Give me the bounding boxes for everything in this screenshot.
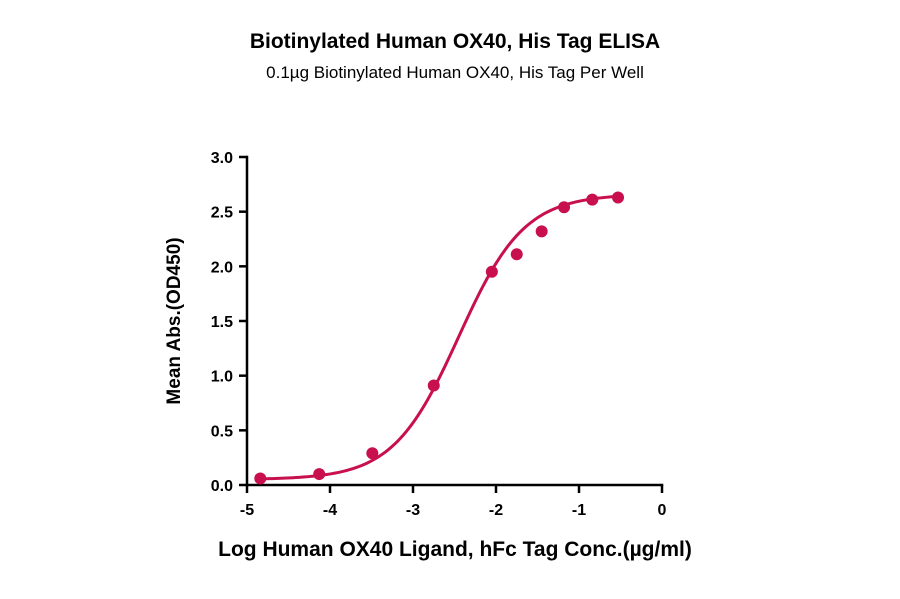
y-axis-label: Mean Abs.(OD450) <box>164 237 185 404</box>
x-tick-label: -1 <box>572 502 586 519</box>
y-tick-label: 1.0 <box>211 369 233 386</box>
data-point <box>558 201 571 214</box>
data-point <box>254 472 267 485</box>
x-tick-label: 0 <box>658 502 667 519</box>
data-point <box>313 468 326 481</box>
data-point <box>427 379 440 392</box>
y-tick-label: 2.0 <box>211 259 233 276</box>
x-axis-label: Log Human OX40 Ligand, hFc Tag Conc.(µg/… <box>218 538 692 561</box>
y-tick-label: 0.5 <box>211 423 233 440</box>
x-tick-label: -3 <box>406 502 420 519</box>
x-tick-label: -2 <box>489 502 503 519</box>
fit-curve <box>258 194 620 481</box>
data-point <box>586 193 599 206</box>
data-point <box>485 265 498 278</box>
data-point <box>612 191 625 204</box>
x-tick-label: -5 <box>240 502 254 519</box>
y-tick-label: 3.0 <box>211 150 233 167</box>
data-point <box>366 447 379 460</box>
plot-series <box>254 191 625 485</box>
x-tick-label: -4 <box>323 502 337 519</box>
data-point <box>510 248 523 261</box>
chart-title: Biotinylated Human OX40, His Tag ELISA <box>250 30 660 53</box>
y-tick-label: 1.5 <box>211 314 233 331</box>
data-point <box>535 225 548 238</box>
y-tick-label: 0.0 <box>211 478 233 495</box>
y-tick-label: 2.5 <box>211 205 233 222</box>
axes: 0.0 0.5 1.0 1.5 2.0 2.5 3.0 -5 -4 -3 -2 -1 0 <box>211 150 667 519</box>
chart-subtitle: 0.1µg Biotinylated Human OX40, His Tag P… <box>266 63 644 82</box>
